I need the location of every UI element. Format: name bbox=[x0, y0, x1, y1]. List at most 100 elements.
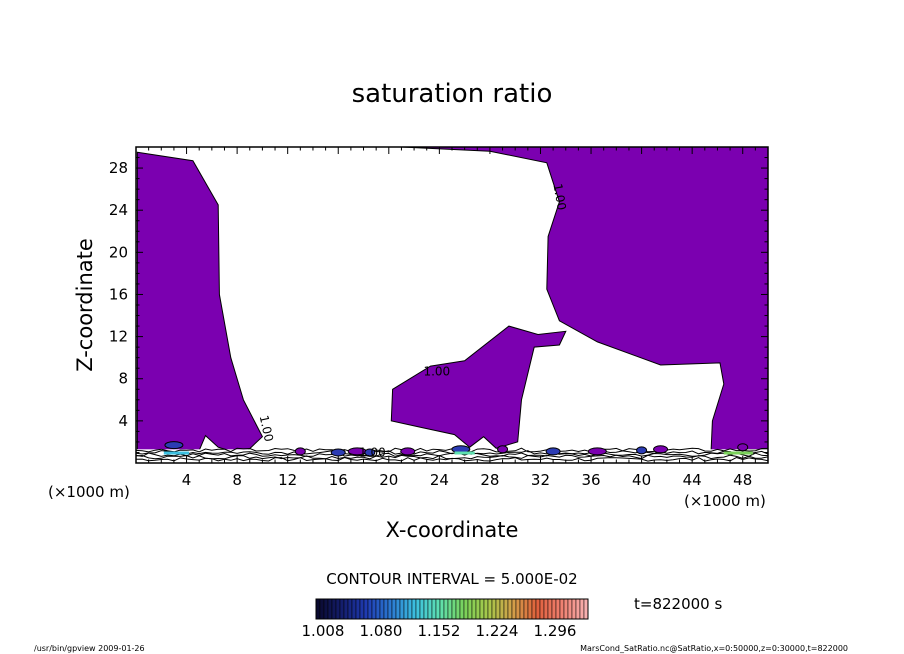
colorbar-cell bbox=[535, 598, 541, 620]
colorbar-cell bbox=[579, 598, 585, 620]
colorbar-cell bbox=[383, 598, 389, 620]
x-axis-title: X-coordinate bbox=[386, 518, 519, 542]
colorbar-cell bbox=[531, 598, 537, 620]
colorbar-cell bbox=[319, 598, 325, 620]
colorbar-cell bbox=[327, 598, 333, 620]
surface-cell bbox=[400, 447, 416, 456]
colorbar-cell bbox=[391, 598, 397, 620]
colorbar-cell bbox=[527, 598, 533, 620]
colorbar-cell bbox=[395, 598, 401, 620]
x-axis: 4 8 12 16 20 24 28 32 36 40 44 48 bbox=[135, 147, 769, 489]
y-tick-label: 4 bbox=[118, 412, 128, 430]
footer-right: MarsCond_SatRatio.nc@SatRatio,x=0:50000,… bbox=[580, 644, 848, 653]
colorbar-cell bbox=[491, 598, 497, 620]
high-value-streak bbox=[723, 451, 753, 455]
x-tick-label: 12 bbox=[278, 471, 297, 489]
contour-labels: 1.00 1.00 1.00 1.00 bbox=[257, 182, 569, 459]
region-central bbox=[390, 325, 567, 449]
colorbar-cell bbox=[471, 598, 477, 620]
colorbar-cell bbox=[339, 598, 345, 620]
colorbar-cell bbox=[463, 598, 469, 620]
colorbar-cell bbox=[575, 598, 581, 620]
colorbar-cell bbox=[419, 598, 425, 620]
x-tick-label: 16 bbox=[329, 471, 348, 489]
colorbar-cell bbox=[559, 598, 565, 620]
colorbar-cell bbox=[379, 598, 385, 620]
colorbar-cell bbox=[407, 598, 413, 620]
colorbar-cell bbox=[415, 598, 421, 620]
contour-interval-label: CONTOUR INTERVAL = 5.000E-02 bbox=[326, 570, 577, 588]
colorbar-tick-label: 1.152 bbox=[418, 622, 461, 640]
colorbar-tick-label: 1.296 bbox=[534, 622, 577, 640]
colorbar-cell bbox=[411, 598, 417, 620]
colorbar-tick-label: 1.224 bbox=[476, 622, 519, 640]
surface-cell bbox=[294, 447, 306, 456]
surface-cell bbox=[364, 448, 376, 457]
colorbar-cell bbox=[503, 598, 509, 620]
colorbar-cell bbox=[351, 598, 357, 620]
colorbar-cell bbox=[483, 598, 489, 620]
colorbar-cell bbox=[475, 598, 481, 620]
colorbar-cell bbox=[571, 598, 577, 620]
colorbar-cell bbox=[403, 598, 409, 620]
x-tick-label: 44 bbox=[683, 471, 702, 489]
colorbar-cell bbox=[347, 598, 353, 620]
contour-label: 1.00 bbox=[359, 446, 386, 460]
colorbar-cell bbox=[439, 598, 445, 620]
x-unit-label-right: (×1000 m) bbox=[684, 492, 766, 510]
colorbar-cell bbox=[375, 598, 381, 620]
contour-label: 1.00 bbox=[550, 182, 568, 211]
colorbar-cell bbox=[467, 598, 473, 620]
colorbar-cell bbox=[451, 598, 457, 620]
contour-lines bbox=[135, 441, 769, 463]
colorbar-cell bbox=[495, 598, 501, 620]
colorbar-cell bbox=[427, 598, 433, 620]
high-value-streak bbox=[163, 451, 190, 455]
y-tick-label: 12 bbox=[109, 328, 128, 346]
surface-cell bbox=[587, 447, 607, 456]
surface-cell bbox=[737, 443, 749, 452]
colorbar-cell bbox=[551, 598, 557, 620]
region-left bbox=[136, 151, 264, 456]
x-tick-label: 28 bbox=[480, 471, 499, 489]
x-tick-label: 40 bbox=[632, 471, 651, 489]
colorbar-cell bbox=[567, 598, 573, 620]
y-tick-label: 16 bbox=[109, 285, 128, 303]
colorbar-ticks: 1.008 1.080 1.152 1.224 1.296 bbox=[302, 622, 577, 640]
chart-title: saturation ratio bbox=[352, 79, 553, 109]
colorbar-frame bbox=[315, 598, 589, 620]
y-tick-label: 20 bbox=[109, 243, 128, 261]
contour-label: 1.00 bbox=[423, 365, 450, 379]
colorbar-cell bbox=[423, 598, 429, 620]
colorbar-tick-label: 1.080 bbox=[360, 622, 403, 640]
high-value-streak bbox=[454, 451, 475, 455]
surface-cell bbox=[545, 447, 561, 456]
colorbar-cell bbox=[583, 598, 589, 620]
colorbar-cell bbox=[331, 598, 337, 620]
x-tick-label: 32 bbox=[531, 471, 550, 489]
surface-contour bbox=[135, 454, 769, 460]
colorbar-cell bbox=[507, 598, 513, 620]
time-label: t=822000 s bbox=[634, 595, 722, 613]
colorbar-tick-label: 1.008 bbox=[302, 622, 345, 640]
surface-cell bbox=[636, 446, 648, 455]
colorbar-cell bbox=[543, 598, 549, 620]
colorbar-cell bbox=[515, 598, 521, 620]
surface-cell bbox=[330, 448, 346, 457]
surface-cell bbox=[497, 445, 509, 454]
colorbar-cell bbox=[555, 598, 561, 620]
colorbar-cell bbox=[367, 598, 373, 620]
y-axis-title: Z-coordinate bbox=[73, 238, 97, 372]
x-tick-label: 48 bbox=[733, 471, 752, 489]
x-tick-label: 8 bbox=[232, 471, 242, 489]
colorbar-cell bbox=[323, 598, 329, 620]
colorbar-cell bbox=[363, 598, 369, 620]
colorbar-cell bbox=[563, 598, 569, 620]
colorbar bbox=[315, 598, 589, 620]
colorbar-cell bbox=[519, 598, 525, 620]
plot-area bbox=[136, 146, 769, 456]
colorbar-cell bbox=[479, 598, 485, 620]
surface-cell bbox=[653, 445, 669, 454]
footer-left: /usr/bin/gpview 2009-01-26 bbox=[34, 644, 145, 653]
